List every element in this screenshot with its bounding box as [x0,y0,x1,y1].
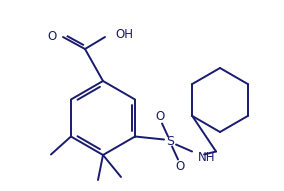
Text: O: O [155,110,165,123]
Text: O: O [48,29,57,43]
Text: NH: NH [198,151,216,164]
Text: S: S [166,135,174,148]
Text: OH: OH [115,28,133,40]
Text: O: O [176,160,185,173]
